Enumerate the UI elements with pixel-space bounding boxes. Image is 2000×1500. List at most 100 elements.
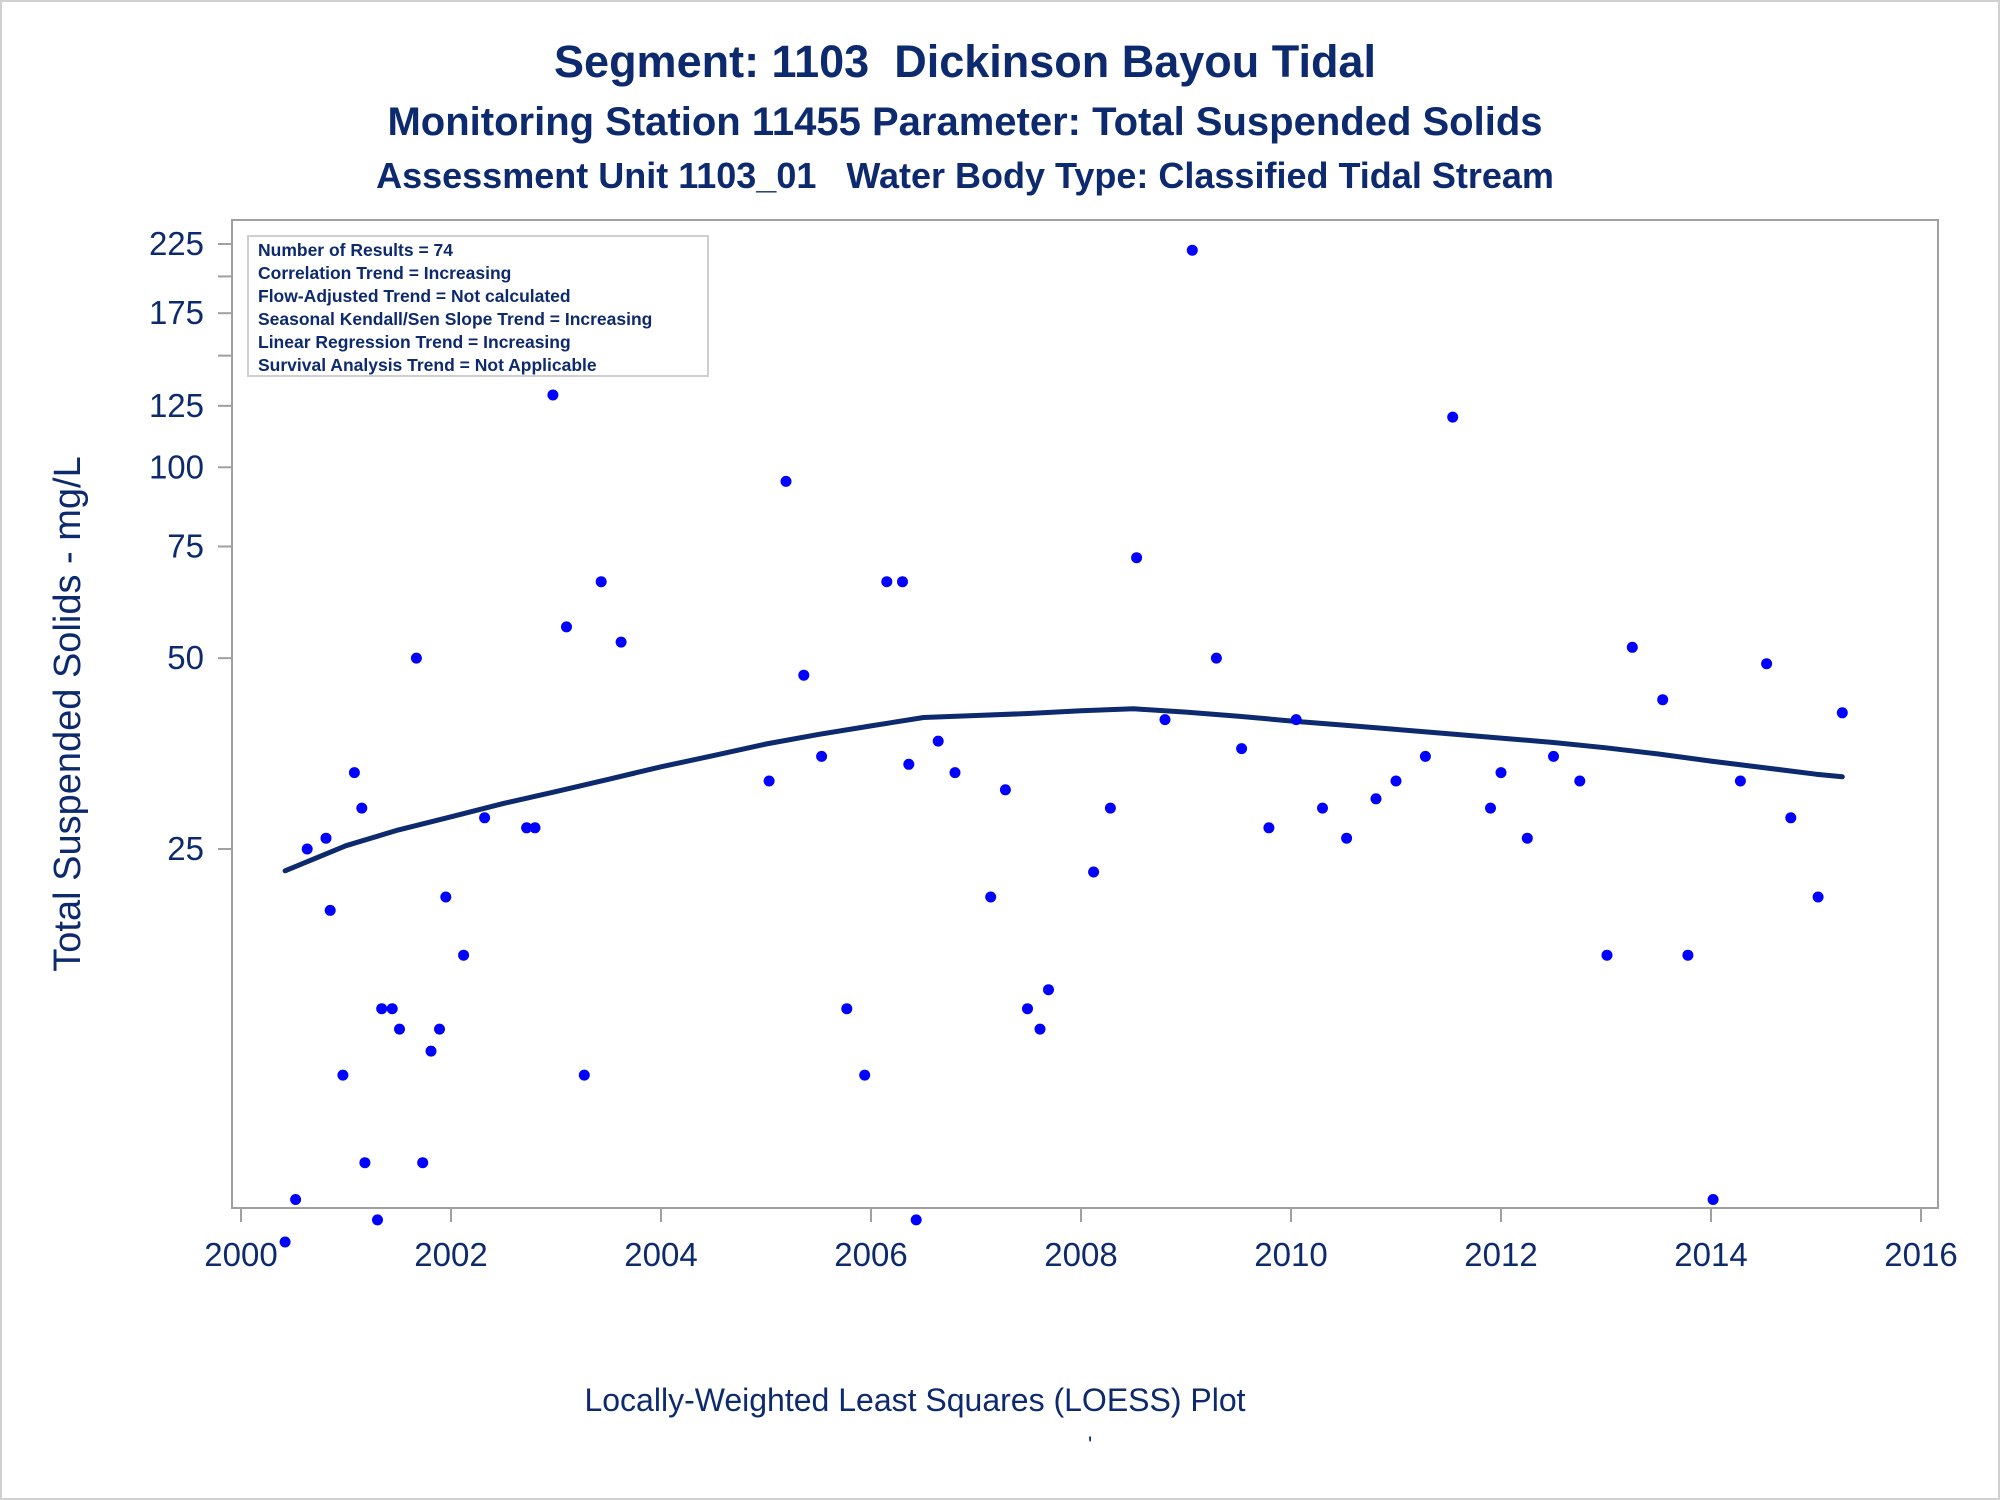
stats-box-border xyxy=(247,235,709,377)
y-tick-label: 125 xyxy=(149,387,204,424)
data-point xyxy=(1812,891,1824,903)
data-point xyxy=(910,1214,922,1226)
data-point xyxy=(1657,694,1669,706)
chart-subtitle: Monitoring Station 11455 Parameter: Tota… xyxy=(387,100,1543,144)
data-point xyxy=(1419,750,1431,762)
stats-line: Seasonal Kendall/Sen Slope Trend = Incre… xyxy=(258,309,652,329)
data-point xyxy=(372,1214,383,1226)
data-point xyxy=(417,1157,429,1169)
data-point xyxy=(1186,244,1198,256)
chart-subtitle-2: Assessment Unit 1103_01 Water Body Type:… xyxy=(376,155,1554,196)
data-point xyxy=(1022,1003,1033,1015)
data-point xyxy=(386,1003,398,1015)
data-point xyxy=(1263,822,1275,834)
data-point xyxy=(1601,949,1613,961)
data-point xyxy=(529,822,541,834)
stats-line: Linear Regression Trend = Increasing xyxy=(258,332,571,352)
y-tick-label: 100 xyxy=(149,448,204,485)
chart-marks xyxy=(279,244,1848,1248)
x-tick-label: 2006 xyxy=(834,1236,907,1273)
stats-line: Survival Analysis Trend = Not Applicable xyxy=(258,355,597,375)
x-axis: 2000 2002 2004 2006 2008 2010 2012 2014 2016 xyxy=(204,1208,1958,1273)
chart-footnote: Locally-Weighted Least Squares (LOESS) P… xyxy=(584,1382,1246,1418)
data-point xyxy=(1034,1023,1046,1035)
data-point xyxy=(440,891,452,903)
data-point xyxy=(425,1045,437,1057)
data-point xyxy=(841,1003,853,1015)
data-point xyxy=(1043,984,1054,996)
data-point xyxy=(479,812,491,824)
y-tick-label: 25 xyxy=(167,830,204,867)
data-point xyxy=(290,1194,302,1205)
y-axis: 25 50 75 100 125 175 225 xyxy=(149,225,232,867)
data-point xyxy=(903,758,915,770)
data-point xyxy=(595,576,607,588)
data-point xyxy=(1785,812,1797,824)
data-point xyxy=(1447,411,1459,423)
data-point xyxy=(1626,641,1638,653)
x-tick-label: 2002 xyxy=(414,1236,487,1273)
data-point xyxy=(1236,743,1248,755)
data-point xyxy=(348,767,360,779)
data-point xyxy=(1548,750,1559,762)
data-point xyxy=(1707,1194,1719,1205)
data-point xyxy=(798,669,810,681)
footnote-mark: ' xyxy=(1088,1432,1093,1457)
stats-line: Flow-Adjusted Trend = Not calculated xyxy=(258,286,571,306)
x-tick-label: 2014 xyxy=(1674,1236,1747,1273)
x-tick-label: 2012 xyxy=(1464,1236,1537,1273)
data-point xyxy=(859,1069,871,1081)
data-point xyxy=(359,1157,371,1169)
data-point xyxy=(410,652,422,664)
data-point xyxy=(985,891,997,903)
x-tick-label: 2008 xyxy=(1044,1236,1117,1273)
data-point xyxy=(356,802,368,814)
data-point xyxy=(521,822,533,834)
data-point xyxy=(320,832,332,844)
data-point xyxy=(394,1023,405,1035)
data-point xyxy=(1210,652,1222,664)
stats-box: Number of Results = 74 Correlation Trend … xyxy=(247,235,709,377)
stats-line: Number of Results = 74 xyxy=(258,240,453,260)
data-point xyxy=(376,1003,388,1015)
data-point xyxy=(763,775,775,787)
data-point xyxy=(1485,802,1496,814)
y-tick-label: 75 xyxy=(167,528,204,565)
data-point xyxy=(561,621,572,633)
data-point xyxy=(1088,866,1100,878)
data-point xyxy=(1341,832,1353,844)
data-point xyxy=(1521,832,1533,844)
data-point xyxy=(458,949,470,961)
y-axis-title: Total Suspended Solids - mg/L xyxy=(47,456,89,971)
data-point xyxy=(932,735,944,747)
data-point xyxy=(1495,767,1507,779)
data-point xyxy=(1574,775,1586,787)
data-point xyxy=(337,1069,349,1081)
data-point xyxy=(1390,775,1402,787)
y-tick-label: 175 xyxy=(149,294,204,331)
data-point xyxy=(1159,714,1171,726)
data-point xyxy=(897,576,908,588)
y-tick-label: 50 xyxy=(167,639,204,676)
data-point xyxy=(816,750,828,762)
data-point xyxy=(1370,793,1382,805)
data-point xyxy=(1131,552,1143,564)
chart-title: Segment: 1103 Dickinson Bayou Tidal xyxy=(554,36,1376,87)
data-point xyxy=(615,636,627,648)
loess-curve xyxy=(282,706,1845,874)
x-tick-label: 2010 xyxy=(1254,1236,1327,1273)
stats-line: Correlation Trend = Increasing xyxy=(258,263,511,283)
data-point xyxy=(1682,949,1694,961)
data-point xyxy=(279,1236,291,1248)
data-point xyxy=(1734,775,1746,787)
data-point xyxy=(301,843,313,855)
data-point xyxy=(1836,707,1848,719)
data-point xyxy=(999,784,1011,796)
x-tick-label: 2016 xyxy=(1884,1236,1957,1273)
data-point xyxy=(1104,802,1116,814)
data-point xyxy=(578,1069,590,1081)
data-point xyxy=(547,389,559,401)
data-point xyxy=(1290,714,1302,726)
plot-area xyxy=(231,219,1939,1209)
